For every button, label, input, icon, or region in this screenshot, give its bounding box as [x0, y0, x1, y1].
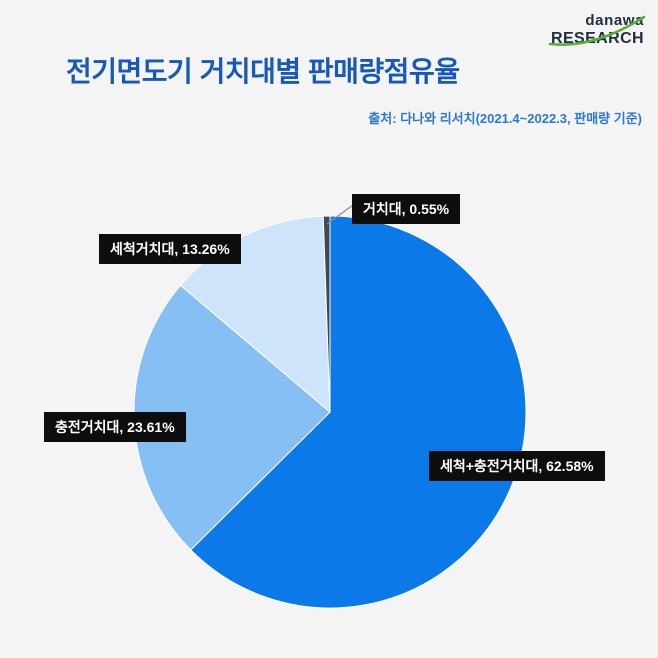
- pie-label-secheok-chungjeon-geochidae: 세척+충전거치대, 62.58%: [429, 451, 605, 481]
- pie-label-geochidae: 거치대, 0.55%: [352, 194, 461, 224]
- source-caption: 출처: 다나와 리서치(2021.4~2022.3, 판매량 기준): [368, 111, 642, 126]
- leader-line-geochidae: [326, 204, 354, 225]
- pie-slices-group: [133, 215, 527, 609]
- pie-slice-secheok-chungjeon: [190, 215, 527, 609]
- pie-label-secheok-geochidae: 세척거치대, 13.26%: [99, 234, 241, 264]
- page-title: 전기면도기 거치대별 판매량점유율: [66, 56, 460, 87]
- pie-slice-geochidae: [322, 215, 331, 413]
- pie-slice-secheok: [179, 215, 331, 414]
- pie-label-chungjeon-geochidae: 충전거치대, 23.61%: [44, 412, 186, 442]
